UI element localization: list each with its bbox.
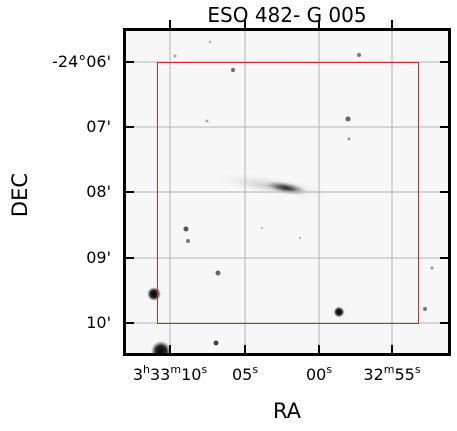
y-tick-label: 10' <box>86 313 111 332</box>
star <box>347 137 351 141</box>
y-tick-label: 07' <box>86 117 111 136</box>
x-tick-seconds: 05 <box>231 365 253 384</box>
star <box>215 270 221 276</box>
star <box>298 236 302 240</box>
x-axis-title: RA <box>272 399 302 423</box>
plot-frame <box>123 28 451 356</box>
plot-title: ESO 482- G 005 <box>207 3 367 27</box>
star <box>147 287 161 301</box>
star <box>430 266 434 270</box>
star <box>173 54 177 58</box>
star <box>208 40 212 44</box>
x-tick-minutes: 33 <box>150 365 171 384</box>
footprint-rectangle <box>157 62 419 324</box>
x-tick-seconds: 10 <box>181 365 202 384</box>
x-tick-label: 00s <box>305 362 333 384</box>
axis-ticks <box>125 20 449 354</box>
star <box>205 119 209 123</box>
star <box>345 116 351 122</box>
y-tick-label: 09' <box>86 248 111 267</box>
x-tick-label: 3h33m10s <box>132 362 208 384</box>
y-axis-title: DEC <box>8 172 32 218</box>
star <box>423 307 427 311</box>
x-tick-label: 32m55s <box>363 362 421 384</box>
star <box>151 341 171 354</box>
star <box>186 239 190 243</box>
x-tick-seconds: 00 <box>305 365 327 384</box>
star <box>231 68 235 72</box>
star <box>183 226 189 232</box>
x-tick-label: 05s <box>231 362 259 384</box>
x-tick-minutes: 32 <box>363 365 384 384</box>
star <box>213 340 219 346</box>
y-tick-label: 08' <box>86 182 111 201</box>
star <box>357 53 361 57</box>
star <box>333 306 345 318</box>
y-tick-label: -24°06' <box>52 52 111 71</box>
x-tick-seconds: 55 <box>394 365 415 384</box>
star <box>260 226 264 230</box>
x-tick-hours: 3 <box>132 365 144 384</box>
